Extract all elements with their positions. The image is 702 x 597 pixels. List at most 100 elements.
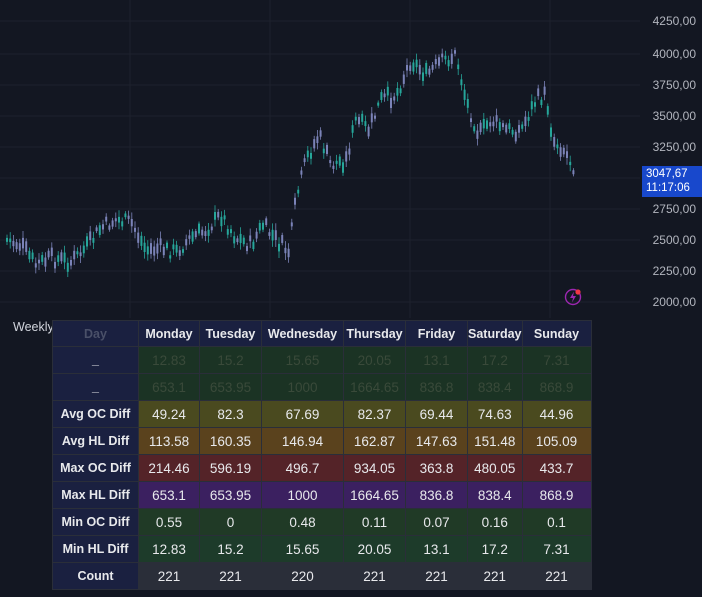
candle-body	[98, 225, 101, 235]
candle-body	[278, 243, 280, 252]
candle-body	[41, 255, 44, 262]
row-label: Min HL Diff	[52, 535, 139, 563]
candle-body	[434, 58, 437, 65]
candle-body	[86, 236, 88, 247]
table-row: _ 12.83 15.2 15.65 20.05 13.1 17.2 7.31	[52, 346, 592, 374]
header-tuesday: Tuesday	[199, 320, 262, 347]
candle-body	[466, 98, 469, 108]
candle-body	[175, 244, 178, 253]
last-price-label: 3047,67 11:17:06	[642, 166, 702, 197]
candle-body	[70, 259, 72, 266]
candle-body	[153, 246, 156, 256]
candle-body	[300, 170, 303, 175]
candle-body	[534, 102, 536, 107]
table-cell: 221	[405, 562, 468, 590]
candle-body	[463, 89, 466, 100]
candle-body	[322, 148, 325, 154]
table-row: Max OC Diff 214.46 596.19 496.7 934.05 363.8 4…	[52, 454, 592, 482]
table-cell: 836.8	[405, 373, 468, 401]
candle-body	[38, 259, 40, 264]
candle-body	[348, 148, 351, 155]
candle-body	[137, 232, 140, 243]
candle-body	[354, 116, 357, 121]
candle-body	[527, 117, 530, 121]
candle-body	[399, 88, 402, 94]
candle-body	[556, 144, 559, 149]
candle-body	[396, 87, 399, 96]
table-cell: 82.37	[343, 400, 406, 428]
row-label: Max HL Diff	[52, 481, 139, 509]
candle-body	[230, 229, 232, 234]
candle-body	[441, 53, 444, 58]
candle-body	[47, 250, 50, 258]
table-row: Min OC Diff 0.55 0 0.48 0.11 0.07 0.16 0.1	[52, 508, 592, 536]
table-cell: 214.46	[138, 454, 200, 482]
candle-body	[204, 231, 207, 236]
table-cell: 0.11	[343, 508, 406, 536]
price-chart[interactable]: 4250,00 4000,00 3750,00 3500,00 3250,00 2750,…	[0, 0, 702, 318]
candle-body	[479, 122, 482, 133]
table-cell: 1664.65	[343, 373, 406, 401]
candle-body	[524, 116, 527, 127]
table-cell: 838.4	[467, 373, 523, 401]
candle-body	[505, 124, 508, 133]
candle-body	[402, 74, 405, 84]
candle-body	[118, 216, 120, 223]
candle-body	[290, 222, 293, 227]
candle-body	[156, 243, 159, 254]
candle-body	[73, 250, 76, 260]
candle-body	[380, 92, 383, 100]
candle-body	[364, 121, 367, 127]
table-cell: 0	[199, 508, 262, 536]
table-cell: 146.94	[261, 427, 344, 455]
candle-body	[54, 261, 56, 269]
candle-body	[562, 147, 565, 155]
candle-body	[482, 118, 485, 129]
candle-body	[185, 239, 188, 246]
candle-body	[150, 243, 152, 254]
candle-body	[502, 123, 504, 128]
candle-body	[124, 213, 127, 218]
candle-body	[386, 86, 389, 96]
candle-body	[207, 229, 210, 236]
candle-body	[367, 126, 370, 137]
candle-body	[428, 68, 431, 75]
table-cell: 44.96	[521, 400, 592, 428]
candle-body	[15, 242, 18, 250]
candle-body	[258, 222, 261, 231]
candle-body	[454, 50, 456, 54]
table-cell: 15.2	[199, 346, 262, 374]
candle-body	[108, 225, 111, 230]
table-cell: 1664.65	[343, 481, 406, 509]
candle-body	[329, 160, 332, 164]
candle-body	[9, 238, 12, 243]
lightning-alert-icon[interactable]	[564, 288, 582, 306]
candle-body	[66, 262, 69, 272]
candle-body	[214, 212, 216, 220]
table-cell: 0.48	[261, 508, 344, 536]
candle-body	[319, 130, 322, 137]
header-thursday: Thursday	[343, 320, 406, 347]
candle-body	[342, 162, 344, 173]
candle-body	[351, 125, 354, 133]
row-label: Max OC Diff	[52, 454, 139, 482]
candle-body	[25, 241, 28, 252]
candle-body	[422, 72, 424, 81]
candle-body	[79, 252, 82, 257]
table-row: Max HL Diff 653.1 653.95 1000 1664.65 836.8 83…	[52, 481, 592, 509]
candle-body	[102, 224, 104, 230]
candle-body	[265, 218, 268, 226]
table-cell: 74.63	[467, 400, 523, 428]
price-axis[interactable]: 4250,00 4000,00 3750,00 3500,00 3250,00 2750,…	[642, 0, 702, 318]
candle-body	[377, 102, 380, 106]
candle-body	[460, 79, 463, 86]
table-cell: 433.7	[521, 454, 592, 482]
candle-body	[89, 231, 92, 241]
candle-body	[415, 59, 418, 68]
candle-body	[28, 250, 31, 260]
table-row: Avg HL Diff 113.58 160.35 146.94 162.87 147.6…	[52, 427, 592, 455]
candle-body	[332, 165, 335, 169]
candle-body	[511, 129, 514, 135]
table-cell: 653.1	[138, 373, 200, 401]
table-cell: 67.69	[261, 400, 344, 428]
